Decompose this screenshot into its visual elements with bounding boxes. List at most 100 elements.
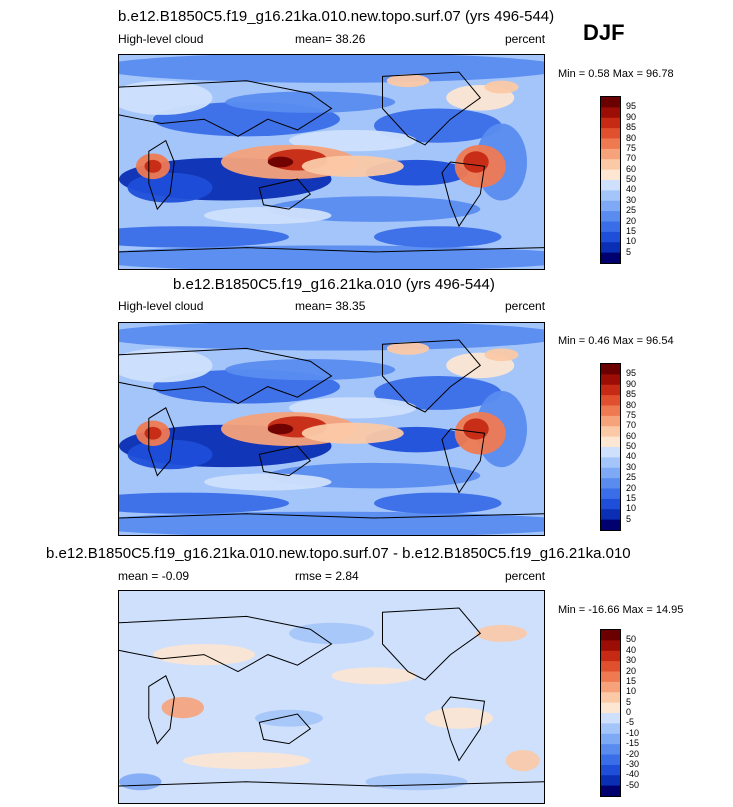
panel-3-map	[118, 590, 545, 804]
colorbar-tick-label: 10	[626, 236, 637, 247]
colorbar-tick-label: 25	[626, 472, 637, 483]
colorbar-swatch	[601, 650, 620, 662]
season-label: DJF	[583, 20, 625, 45]
panel-1-map	[118, 54, 545, 270]
panel-2-colorbar: 95 90 85 80 75 70 60 50 40 30 25 20 15 10 5	[600, 363, 636, 531]
colorbar-swatch	[601, 395, 620, 407]
colorbar-swatch	[601, 426, 620, 438]
colorbar-swatch	[601, 117, 620, 129]
colorbar-tick-label: -30	[626, 758, 640, 769]
colorbar-swatch	[601, 488, 620, 500]
colorbar-swatch	[601, 405, 620, 417]
colorbar-swatch	[601, 661, 620, 673]
colorbar-swatch	[601, 384, 620, 396]
colorbar-tick-label: 5	[626, 696, 632, 707]
colorbar-tick-label: 10	[626, 503, 637, 514]
colorbar-tick-label: 90	[626, 378, 637, 389]
colorbar-tick-label: 60	[626, 430, 637, 441]
colorbar-swatch	[601, 148, 620, 160]
colorbar-tick-label: 15	[626, 492, 637, 503]
colorbar-swatch	[601, 211, 620, 223]
colorbar-tick-label: 25	[626, 205, 637, 216]
panel-3-units-label: percent	[505, 569, 546, 583]
panel-2-mean-label: mean= 38.35	[295, 299, 366, 313]
panel-3-colorbar: 50 40 30 20 15 10 5 0 -5 -10 -15 -20 -30 -40 -50	[600, 629, 639, 797]
colorbar-tick-label: -50	[626, 779, 640, 790]
colorbar-tick-label: 50	[626, 634, 637, 645]
colorbar-swatch	[601, 221, 620, 233]
colorbar-swatch	[601, 231, 620, 243]
colorbar-tick-label: 95	[626, 368, 637, 379]
colorbar-swatch	[601, 764, 620, 776]
colorbar-tick-label: -10	[626, 727, 640, 738]
colorbar-swatch	[601, 364, 620, 375]
colorbar-swatch	[601, 785, 620, 797]
colorbar-tick-label: 30	[626, 194, 637, 205]
colorbar-swatch	[601, 180, 620, 191]
colorbar-swatch	[601, 775, 620, 787]
colorbar-tick-label: 20	[626, 215, 637, 226]
panel-3-minmax: Min = -16.66 Max = 14.95	[558, 604, 684, 616]
panel-2-map	[118, 322, 545, 536]
map-field	[119, 591, 544, 803]
panel-2-title: b.e12.B1850C5.f19_g16.21ka.010 (yrs 496-…	[173, 276, 495, 293]
colorbar-tick-label: 5	[626, 513, 632, 524]
colorbar-tick-label: 75	[626, 142, 637, 153]
colorbar-swatches	[601, 630, 620, 797]
colorbar-swatch	[601, 754, 620, 766]
colorbar-tick-label: 15	[626, 225, 637, 236]
colorbar-swatch	[601, 457, 620, 469]
colorbar-swatch	[601, 107, 620, 119]
colorbar-tick-label: -20	[626, 748, 640, 759]
colorbar-swatch	[601, 713, 620, 724]
panel-1-mean-label: mean= 38.26	[295, 32, 366, 46]
panel-2-field-label: High-level cloud	[118, 299, 204, 313]
colorbar-swatches	[601, 97, 620, 264]
colorbar-tick-label: -15	[626, 738, 640, 749]
colorbar-tick-label: 80	[626, 132, 637, 143]
colorbar-tick-label: 90	[626, 111, 637, 122]
coastline	[119, 71, 544, 253]
panel-1-colorbar: 95 90 85 80 75 70 60 50 40 30 25 20 15 10 5	[600, 96, 636, 264]
colorbar-swatch	[601, 630, 620, 641]
colorbar-tick-label: 70	[626, 153, 637, 164]
coastline	[119, 339, 544, 519]
colorbar-swatch	[601, 640, 620, 652]
colorbar-tick-label: 85	[626, 122, 637, 133]
colorbar-tick-label: 20	[626, 665, 637, 676]
colorbar-swatch	[601, 681, 620, 693]
colorbar-tick-label: 30	[626, 461, 637, 472]
colorbar-tick-label: 0	[626, 707, 632, 717]
map-field	[119, 55, 544, 269]
colorbar-tick-label: 75	[626, 409, 637, 420]
colorbar-tick-label: 40	[626, 644, 637, 655]
panel-2-minmax: Min = 0.46 Max = 96.54	[558, 335, 674, 347]
colorbar-tick-label: 50	[626, 174, 637, 184]
colorbar-swatch	[601, 467, 620, 479]
colorbar-tick-label: 30	[626, 655, 637, 666]
colorbar-tick-label: 5	[626, 246, 632, 257]
panel-3-rmse-label: rmse = 2.84	[295, 569, 359, 583]
colorbar-tick-label: -5	[626, 717, 635, 728]
colorbar-tick-label: -40	[626, 769, 640, 780]
map-field	[119, 323, 544, 535]
colorbar-tick-label: 70	[626, 420, 637, 431]
colorbar-tick-label: 15	[626, 675, 637, 686]
colorbar-tick-label: 50	[626, 441, 637, 451]
colorbar-swatch	[601, 509, 620, 521]
coastline	[119, 607, 544, 787]
colorbar-swatch	[601, 169, 620, 181]
colorbar-swatch	[601, 723, 620, 735]
colorbar-swatch	[601, 252, 620, 264]
colorbar-swatch	[601, 200, 620, 212]
colorbar-tick-label: 40	[626, 451, 637, 462]
colorbar-swatch	[601, 242, 620, 254]
colorbar-swatch	[601, 671, 620, 683]
colorbar-swatch	[601, 478, 620, 490]
colorbar-swatch	[601, 744, 620, 756]
colorbar-swatch	[601, 447, 620, 458]
colorbar-tick-label: 60	[626, 163, 637, 174]
colorbar-swatch	[601, 733, 620, 745]
panel-3-title: b.e12.B1850C5.f19_g16.21ka.010.new.topo.…	[46, 545, 631, 562]
colorbar-swatch	[601, 374, 620, 386]
